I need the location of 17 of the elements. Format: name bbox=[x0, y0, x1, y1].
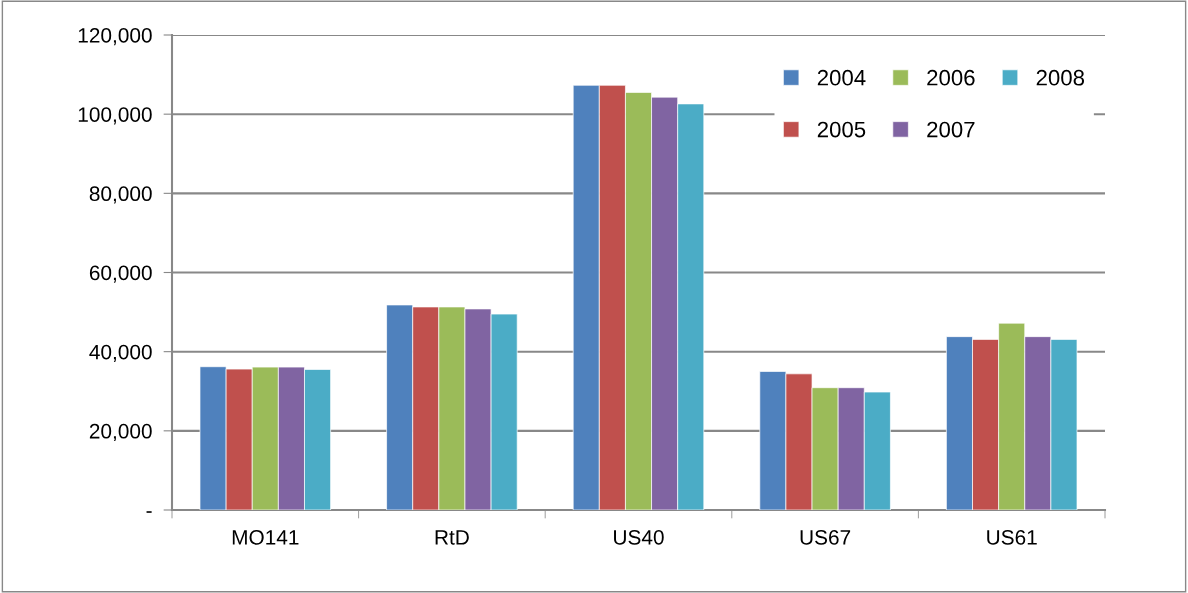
y-tick-label: - bbox=[146, 511, 152, 513]
legend-label: 2005 bbox=[817, 121, 866, 138]
y-tick-label: 40,000 bbox=[89, 344, 152, 362]
legend-label: 2004 bbox=[817, 69, 866, 86]
x-tick-label: MO141 bbox=[232, 529, 299, 545]
legend-label: 2007 bbox=[927, 121, 975, 138]
legend-label: 2006 bbox=[927, 69, 975, 86]
y-tick-label: 80,000 bbox=[89, 186, 152, 204]
x-tick-label: US67 bbox=[800, 529, 851, 545]
y-tick-label: 120,000 bbox=[78, 28, 152, 46]
y-tick-label: 20,000 bbox=[89, 423, 152, 442]
y-tick-label: 60,000 bbox=[89, 265, 152, 283]
x-tick-label: US40 bbox=[614, 529, 664, 545]
legend-label: 2008 bbox=[1036, 69, 1085, 86]
x-tick-label: RtD bbox=[435, 530, 469, 545]
x-tick-label: US61 bbox=[987, 529, 1037, 545]
y-tick-label: 100,000 bbox=[78, 107, 152, 125]
